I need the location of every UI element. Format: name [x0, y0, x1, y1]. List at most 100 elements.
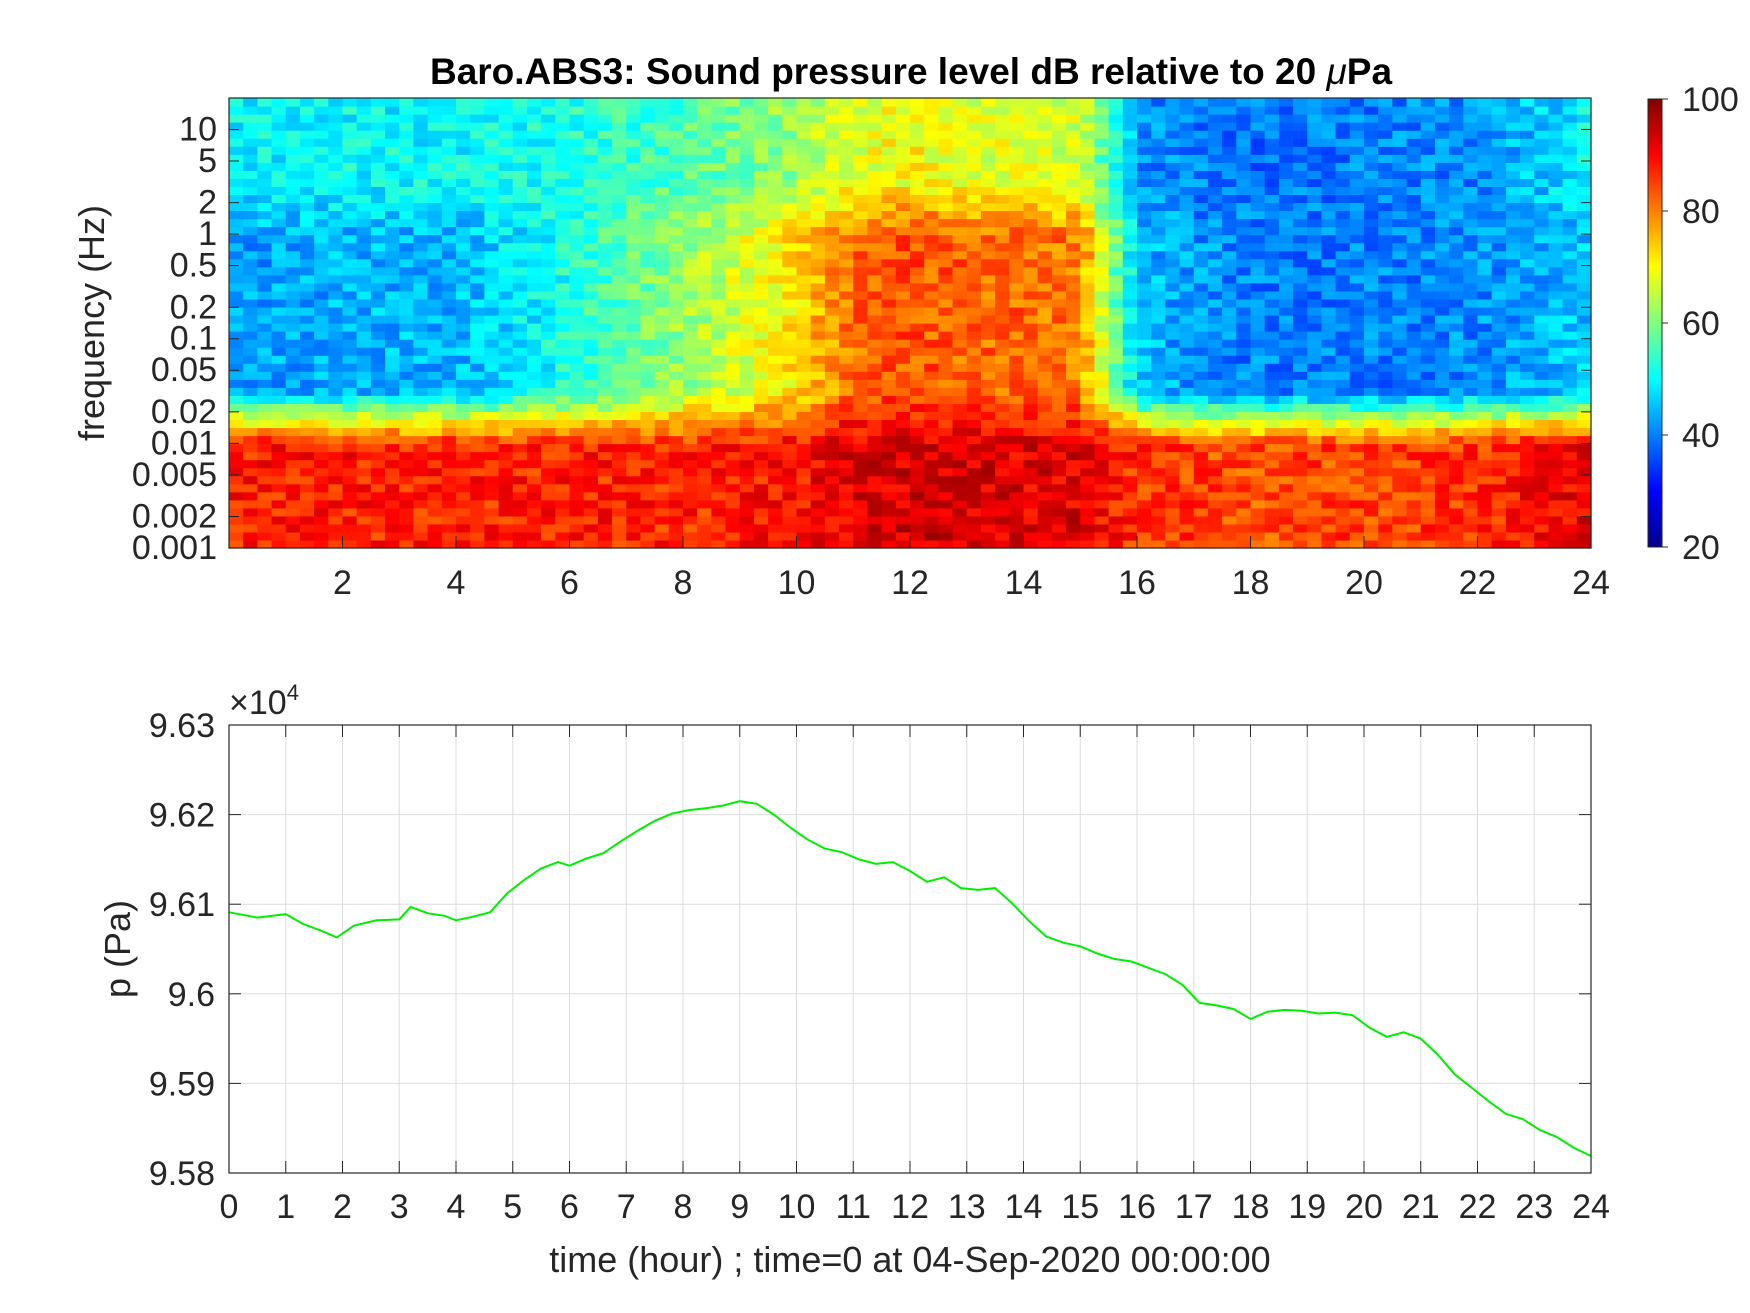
spectrogram-cell: [1420, 242, 1436, 252]
spectrogram-cell: [385, 242, 400, 252]
spectrogram-cell: [285, 202, 301, 212]
spectrogram-cell: [399, 250, 415, 260]
spectrogram-cell: [1236, 355, 1252, 364]
spectrogram-cell: [229, 443, 244, 453]
spectrogram-cell: [1222, 202, 1237, 212]
spectrogram-cell: [1321, 499, 1337, 509]
spectrogram-cell: [640, 138, 656, 147]
spectrogram-cell: [853, 98, 869, 107]
spectrogram-cell: [1108, 122, 1124, 131]
spectrogram-cell: [739, 475, 755, 485]
spectrogram-cell: [1477, 371, 1493, 380]
spectrogram-cell: [782, 154, 798, 163]
spectrogram-cell: [1392, 178, 1408, 187]
spectrogram-cell: [1307, 130, 1323, 139]
spectrogram-cell: [413, 323, 429, 332]
spectrogram-cell: [1477, 138, 1493, 147]
spectrogram-cell: [498, 475, 514, 485]
spectrogram-cell: [739, 323, 755, 332]
spectrogram-cell: [1449, 210, 1464, 220]
spectrogram-cell: [484, 491, 500, 501]
spectrogram-cell: [867, 170, 883, 179]
spectrogram-cell: [1193, 443, 1209, 453]
spectrogram-cell: [980, 130, 996, 139]
spectrogram-cell: [1293, 314, 1308, 324]
spectrogram-cell: [427, 467, 443, 477]
spectrogram-cell: [299, 298, 315, 308]
spectrogram-cell: [725, 210, 741, 220]
spectrogram-cell: [640, 146, 656, 155]
spectrogram-cell: [285, 411, 301, 421]
spectrogram-cell: [484, 539, 500, 549]
spectrogram-cell: [583, 282, 599, 292]
spectrogram-cell: [342, 234, 358, 244]
spectrogram-cell: [1165, 507, 1181, 517]
spectrogram-cell: [243, 523, 258, 533]
spectrogram-cell: [1364, 202, 1379, 212]
spectrogram-cell: [640, 298, 656, 308]
spectrogram-cell: [456, 507, 471, 517]
spectrogram-cell: [1137, 427, 1152, 437]
spectrogram-cell: [1066, 539, 1081, 549]
spectrogram-cell: [753, 290, 769, 300]
spectrogram-cell: [526, 98, 542, 107]
spectrogram-cell: [328, 355, 344, 364]
spectrogram-cell: [441, 178, 457, 187]
spectrogram-cell: [512, 106, 528, 115]
spectrogram-cell: [711, 130, 727, 139]
spectrogram-cell: [895, 106, 911, 115]
spectrogram-cell: [924, 306, 939, 316]
spectrogram-cell: [1477, 387, 1493, 396]
spectrogram-cell: [413, 515, 429, 525]
spectrogram-cell: [1165, 523, 1181, 533]
spectrogram-cell: [1250, 234, 1266, 244]
spectrogram-cell: [668, 226, 684, 236]
spectrogram-cell: [796, 218, 812, 228]
spectrogram-cell: [1037, 250, 1053, 260]
spectrogram-cell: [243, 282, 258, 292]
spectrogram-cell: [1179, 443, 1195, 453]
spectrogram-cell: [626, 218, 642, 228]
spectrogram-cell: [612, 507, 627, 517]
spectrogram-cell: [768, 274, 783, 284]
spectrogram-cell: [1037, 483, 1053, 493]
spectrogram-cell: [569, 186, 585, 196]
spectrogram-cell: [711, 507, 727, 517]
spectrogram-cell: [966, 427, 982, 437]
spectrogram-cell: [314, 427, 329, 437]
spectrogram-cell: [980, 347, 996, 356]
spectrogram-cell: [668, 395, 684, 404]
spectrogram-cell: [1392, 435, 1408, 445]
spectrogram-cell: [697, 290, 712, 300]
spectrogram-cell: [668, 178, 684, 187]
spectrogram-cell: [299, 114, 315, 123]
spectrogram-cell: [498, 106, 514, 115]
spectrogram-cell: [243, 242, 258, 252]
spectrogram-cell: [1179, 515, 1195, 525]
spectrogram-cell: [285, 314, 301, 324]
spectrogram-cell: [938, 491, 954, 501]
spectrogram-cell: [427, 371, 443, 380]
spectrogram-cell: [952, 266, 968, 276]
spectrogram-cell: [739, 114, 755, 123]
spectrogram-cell: [243, 323, 258, 332]
spectrogram-cell: [1137, 403, 1152, 412]
spectrogram-cell: [1207, 170, 1223, 179]
spectrogram-cell: [1406, 210, 1422, 220]
spectrogram-cell: [1406, 114, 1422, 123]
spectrogram-cell: [654, 202, 670, 212]
spectrogram-cell: [1392, 531, 1408, 541]
spectrogram-cell: [1066, 98, 1081, 107]
spectrogram-cell: [1349, 154, 1365, 163]
spectrogram-cell: [399, 459, 415, 469]
spectrogram-cell: [1307, 371, 1323, 380]
spectrogram-cell: [243, 234, 258, 244]
spectrogram-cell: [1207, 475, 1223, 485]
spectrogram-cell: [1137, 98, 1152, 107]
spectrogram-cell: [1278, 114, 1294, 123]
spectrogram-cell: [1335, 114, 1351, 123]
spectrogram-cell: [285, 331, 301, 340]
spectrogram-cell: [356, 491, 372, 501]
spectrogram-cell: [441, 258, 457, 268]
spectrogram-cell: [725, 435, 741, 445]
